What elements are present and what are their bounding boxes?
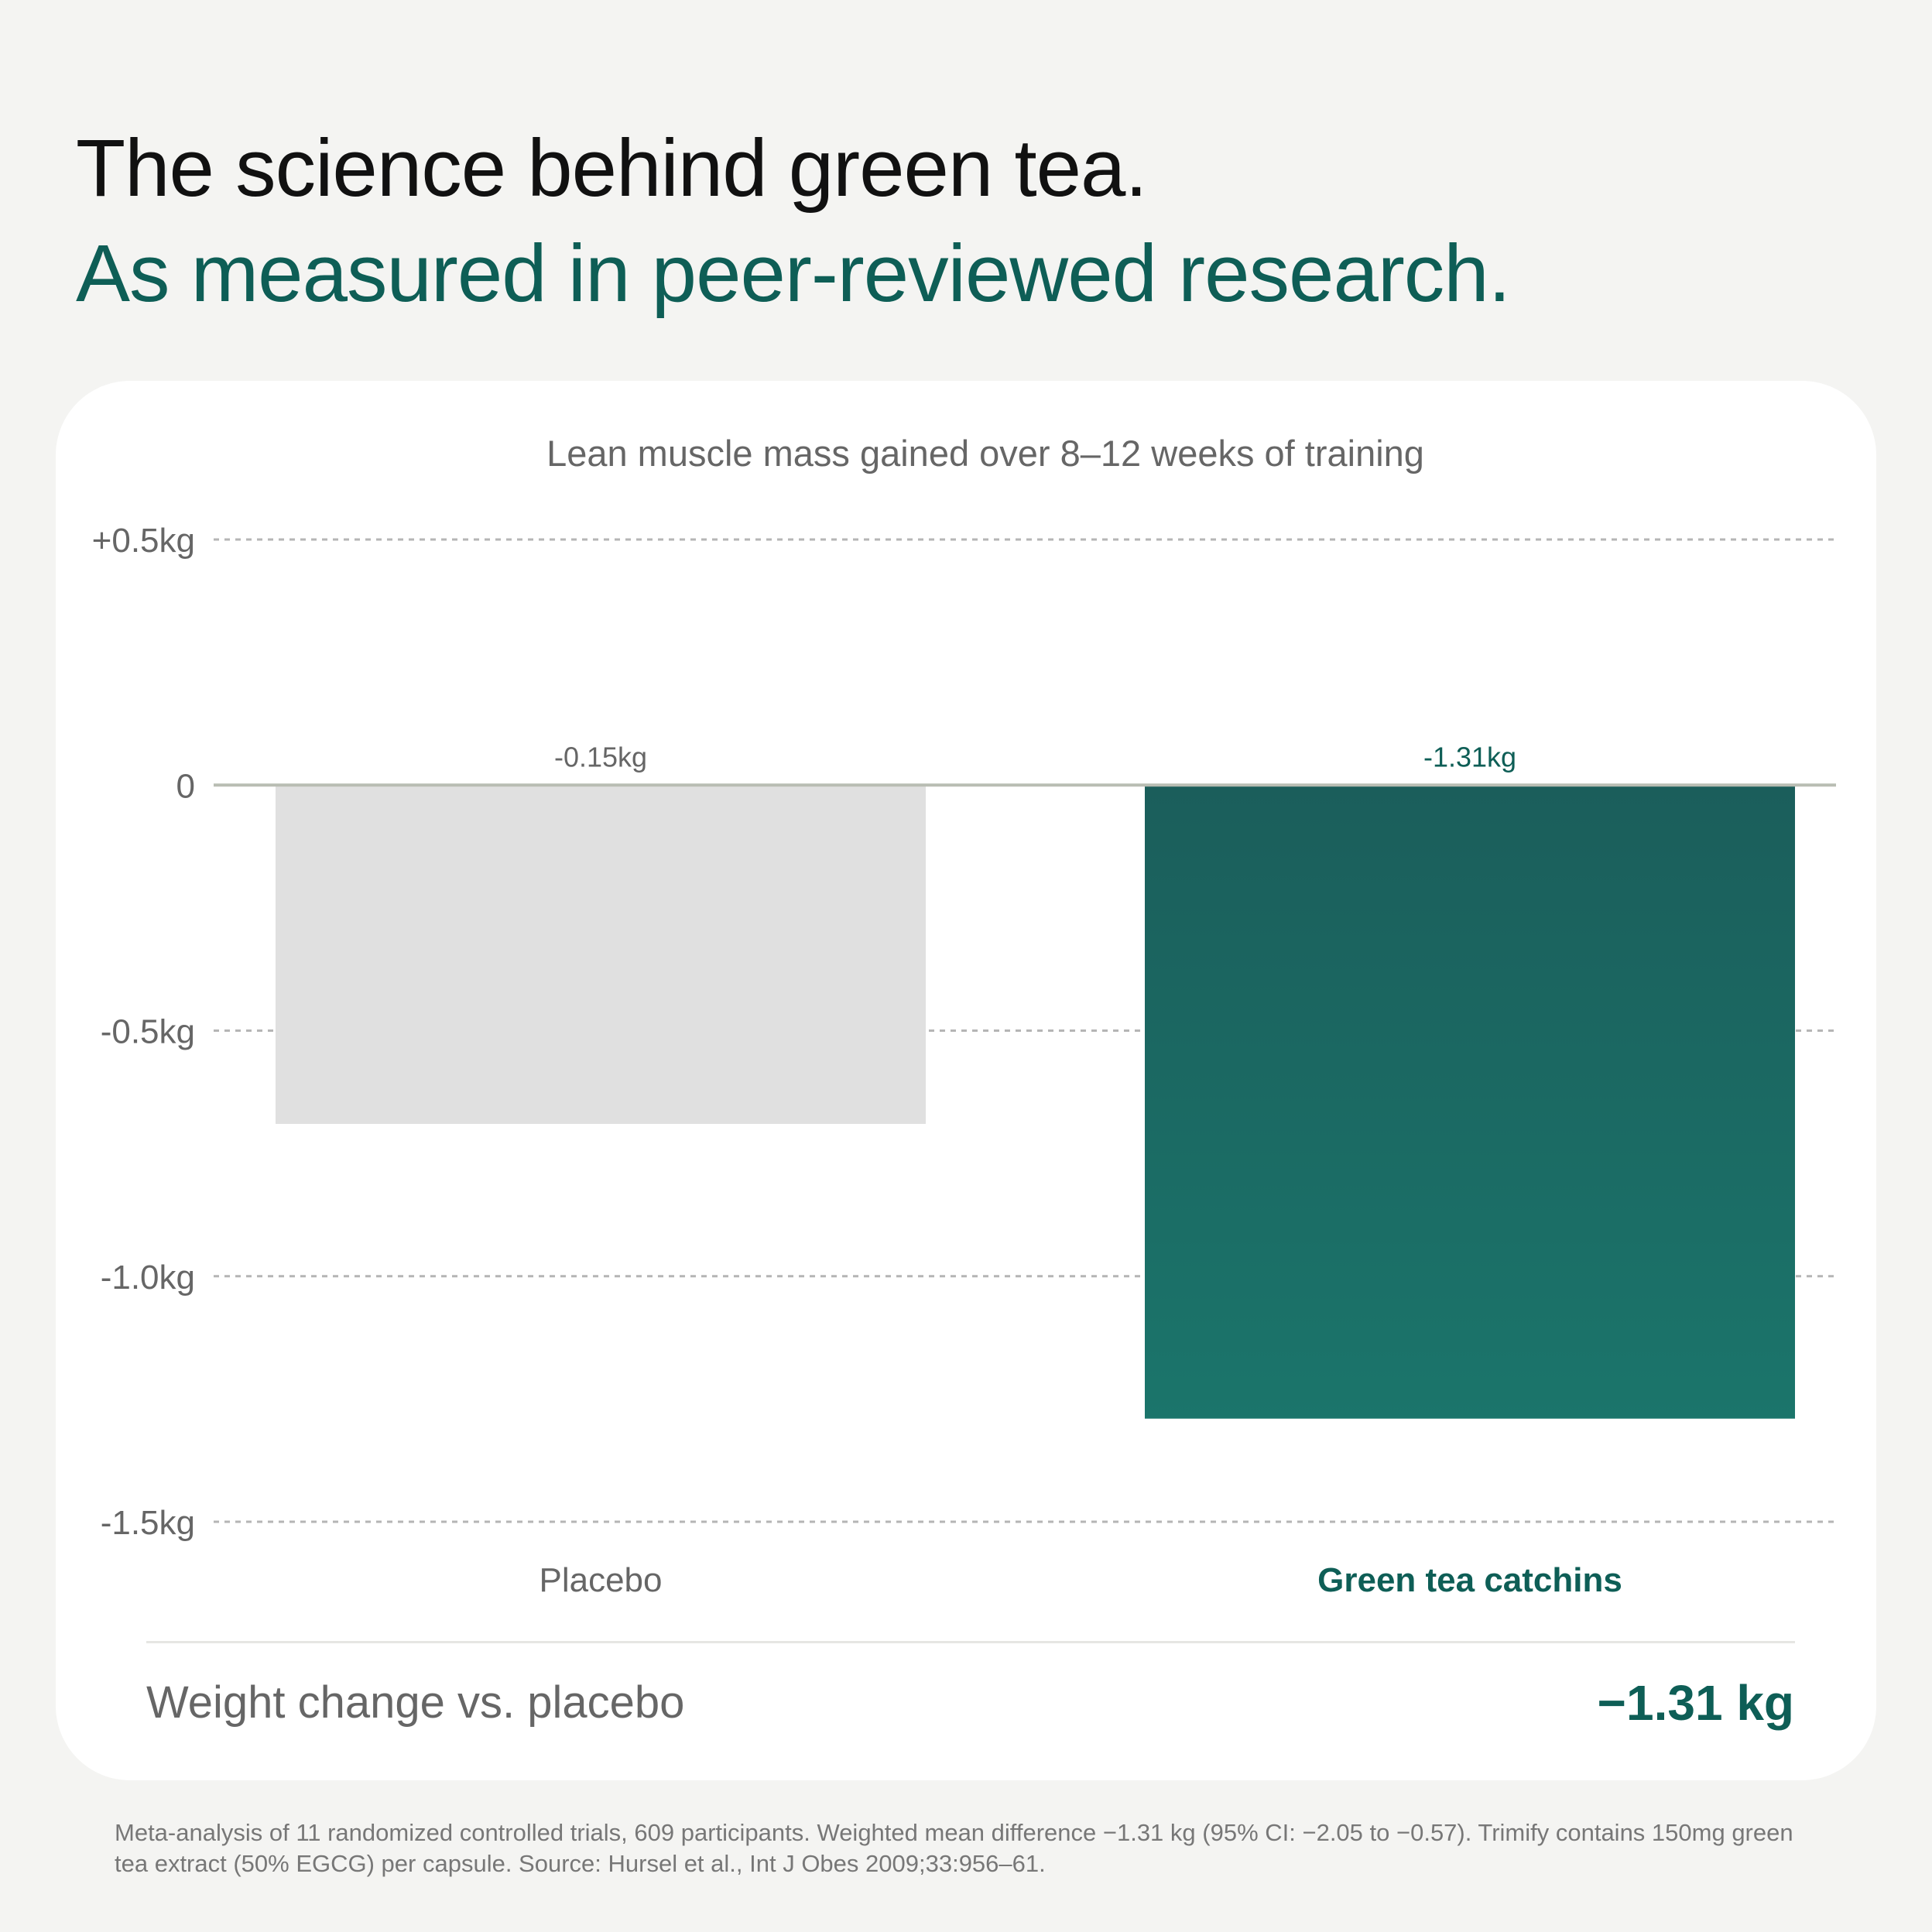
category-label-placebo: Placebo [539, 1561, 662, 1599]
summary-label: Weight change vs. placebo [146, 1677, 685, 1728]
summary-divider [146, 1641, 1795, 1643]
bars [276, 785, 1795, 1419]
category-label-catechins: Green tea catchins [1317, 1561, 1622, 1599]
chart-title: Lean muscle mass gained over 8–12 weeks … [546, 433, 1424, 474]
bar-catechins [1145, 785, 1795, 1419]
data-label-placebo: -0.15kg [554, 741, 647, 772]
y-tick-label-3: -1.0kg [101, 1259, 195, 1297]
headline: The science behind green tea. As measure… [76, 116, 1511, 327]
y-tick-label-4: -1.5kg [101, 1504, 195, 1542]
y-tick-label-1: 0 [176, 767, 195, 805]
summary-value: −1.31 kg [1597, 1675, 1794, 1731]
headline-title: The science behind green tea. [76, 123, 1148, 214]
y-tick-label-0: +0.5kg [92, 522, 195, 560]
labels: +0.5kg 0 -0.5kg -1.0kg -1.5kg -0.15kg Placebo -… [92, 522, 1622, 1599]
y-tick-label-2: -0.5kg [101, 1013, 195, 1051]
footnote: Meta-analysis of 11 randomized controlle… [115, 1819, 1793, 1877]
headline-subtitle: As measured in peer-reviewed research. [76, 228, 1511, 319]
bar-placebo [276, 785, 926, 1125]
data-label-catechins: -1.31kg [1423, 741, 1516, 772]
